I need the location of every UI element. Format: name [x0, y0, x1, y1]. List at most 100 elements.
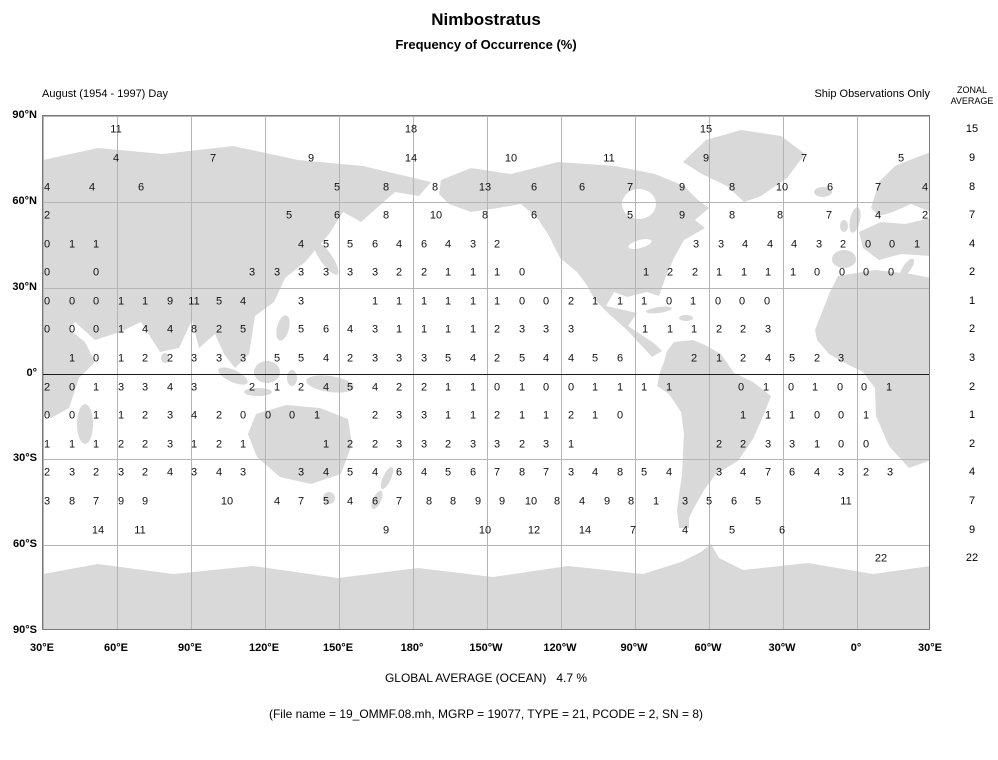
grid-value: 5: [346, 466, 354, 479]
grid-value: 1: [68, 238, 76, 251]
grid-value: 3: [239, 466, 247, 479]
grid-value: 1: [642, 266, 650, 279]
grid-value: 1: [444, 409, 452, 422]
grid-value: 4: [874, 209, 882, 222]
gridline-horizontal: [43, 545, 929, 546]
grid-value: 5: [322, 238, 330, 251]
grid-value: 2: [215, 323, 223, 336]
grid-value: 4: [215, 466, 223, 479]
island-new-zealand-north: [380, 466, 394, 490]
grid-value: 4: [371, 381, 379, 394]
grid-value: 1: [640, 381, 648, 394]
grid-value: 4: [591, 466, 599, 479]
island-new-guinea: [306, 375, 354, 393]
island-sulawesi: [287, 370, 297, 386]
island-greenland: [683, 130, 805, 202]
grid-value: 0: [43, 266, 51, 279]
grid-value: 11: [110, 123, 122, 136]
grid-value: 1: [322, 438, 330, 451]
grid-value: 0: [616, 409, 624, 422]
grid-value: 4: [921, 181, 929, 194]
grid-value: 1: [313, 409, 321, 422]
grid-value: 1: [652, 495, 660, 508]
grid-value: 0: [92, 352, 100, 365]
grid-value: 0: [68, 295, 76, 308]
grid-value: 0: [887, 266, 895, 279]
grid-value: 1: [739, 409, 747, 422]
grid-value: 5: [518, 352, 526, 365]
grid-value: 1: [689, 295, 697, 308]
x-axis-tick-label: 90°W: [620, 642, 648, 654]
gridline-vertical: [413, 116, 414, 629]
grid-value: 1: [715, 352, 723, 365]
grid-value: 0: [787, 381, 795, 394]
grid-value: 0: [68, 381, 76, 394]
grid-value: 2: [371, 438, 379, 451]
grid-value: 2: [297, 381, 305, 394]
grid-value: 1: [444, 381, 452, 394]
grid-value: 1: [117, 323, 125, 336]
grid-value: 5: [640, 466, 648, 479]
grid-value: 1: [117, 295, 125, 308]
grid-value: 3: [764, 438, 772, 451]
grid-value: 4: [322, 381, 330, 394]
grid-value: 6: [395, 466, 403, 479]
island-philippines: [276, 315, 290, 341]
grid-value: 3: [567, 323, 575, 336]
grid-value: 4: [190, 409, 198, 422]
grid-value: 0: [43, 323, 51, 336]
grid-value: 1: [469, 323, 477, 336]
grid-value: 3: [297, 466, 305, 479]
grid-value: 0: [239, 409, 247, 422]
continent-antarctica: [43, 544, 929, 629]
grid-value: 2: [395, 266, 403, 279]
gridline-vertical: [635, 116, 636, 629]
grid-value: 2: [666, 266, 674, 279]
y-axis-tick-label: 60°S: [13, 538, 37, 550]
grid-value: 0: [836, 381, 844, 394]
zonal-average-value: 2: [968, 438, 976, 450]
grid-value: 4: [739, 466, 747, 479]
island-tasmania: [323, 492, 335, 504]
gridline-horizontal: [43, 116, 929, 117]
grid-value: 10: [220, 495, 234, 508]
zonal-average-value: 3: [968, 352, 976, 364]
grid-value: 7: [764, 466, 772, 479]
island-britain: [849, 207, 861, 233]
grid-value: 0: [888, 238, 896, 251]
region-iberia: [832, 250, 856, 268]
grid-value: 0: [92, 295, 100, 308]
grid-value: 0: [813, 266, 821, 279]
grid-value: 13: [478, 181, 492, 194]
grid-value: 4: [166, 466, 174, 479]
grid-value: 12: [527, 524, 541, 537]
zonal-average-value: 22: [965, 552, 979, 564]
grid-value: 1: [68, 438, 76, 451]
gridline-vertical: [339, 116, 340, 629]
zonal-average-value: 2: [968, 266, 976, 278]
grid-value: 7: [825, 209, 833, 222]
grid-value: 5: [297, 323, 305, 336]
gridline-vertical: [857, 116, 858, 629]
grid-value: 3: [886, 466, 894, 479]
grid-value: 3: [297, 266, 305, 279]
grid-value: 3: [273, 266, 281, 279]
zonal-average-value: 1: [968, 409, 976, 421]
grid-value: 9: [474, 495, 482, 508]
gridline-horizontal: [43, 288, 929, 289]
island-sri-lanka: [161, 353, 169, 363]
grid-value: 4: [346, 495, 354, 508]
grid-value: 2: [493, 323, 501, 336]
grid-value: 14: [578, 524, 592, 537]
grid-value: 2: [715, 323, 723, 336]
y-axis-tick-label: 90°S: [13, 624, 37, 636]
grid-value: 9: [702, 152, 710, 165]
grid-value: 7: [92, 495, 100, 508]
x-axis-tick-label: 150°E: [322, 642, 354, 654]
grid-value: 1: [542, 409, 550, 422]
grid-value: 1: [469, 295, 477, 308]
grid-value: 1: [444, 295, 452, 308]
grid-value: 3: [764, 323, 772, 336]
grid-value: 2: [141, 409, 149, 422]
x-axis-tick-label: 30°E: [30, 642, 54, 654]
